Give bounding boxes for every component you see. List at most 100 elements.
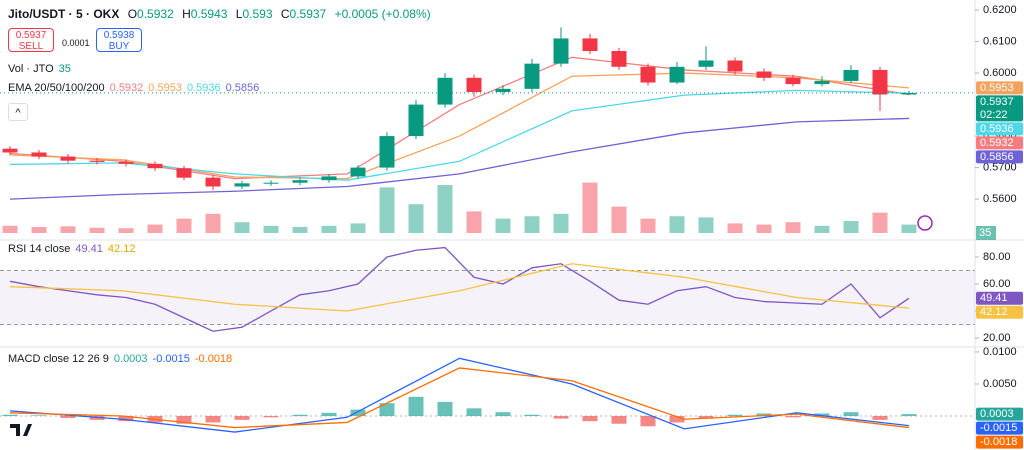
volume-bar (901, 224, 917, 233)
volume-bar (118, 228, 134, 233)
sell-button[interactable]: 0.5937 SELL (8, 28, 54, 52)
candle-body (698, 60, 714, 67)
volume-bar (640, 218, 656, 233)
l-label: L (235, 7, 243, 21)
price-badge-label: -0.0015 (980, 422, 1017, 434)
buy-price: 0.5938 (103, 30, 135, 41)
histogram-bar (466, 408, 482, 417)
volume-bar (292, 227, 308, 233)
price-badge-label: 49.41 (980, 292, 1008, 304)
histogram-bar (611, 416, 627, 424)
histogram-bar (350, 409, 366, 417)
volume-bar (2, 225, 18, 233)
o-value: 0.5932 (137, 7, 174, 21)
rsi-ma-value: 42.12 (107, 243, 136, 255)
spread: 0.0001 (62, 38, 90, 48)
candle-body (89, 160, 105, 162)
candle-body (147, 163, 163, 169)
y-tick-label: 0.0100 (983, 346, 1017, 358)
y-tick-label: 0.6200 (983, 4, 1017, 16)
volume-bar (89, 227, 105, 233)
macd-value: -0.0015 (152, 353, 190, 365)
candle-body (669, 66, 685, 83)
histogram-bar (234, 416, 250, 420)
histogram-bar (785, 416, 801, 418)
volume-bar (727, 223, 743, 233)
indicator-line (9, 246, 910, 332)
candle-body (756, 71, 772, 78)
volume-bar (582, 182, 598, 233)
price-badge (976, 407, 1023, 421)
volume-bar (698, 217, 714, 233)
indicator-line (9, 263, 910, 312)
candle-body (785, 77, 801, 85)
candle-body (234, 183, 250, 187)
histogram-bar (524, 414, 540, 417)
histogram-bar (31, 415, 47, 417)
volume-bar (785, 222, 801, 233)
histogram-bar (698, 416, 714, 419)
histogram-bar (379, 403, 395, 417)
price-badge-label: -0.0018 (980, 436, 1017, 448)
volume-bar (321, 225, 337, 233)
volume-bar (176, 218, 192, 233)
ema-value: 0.5856 (225, 82, 260, 94)
histogram-bar (2, 414, 18, 417)
ema-value: 0.5936 (186, 82, 221, 94)
price-badge (976, 136, 1023, 150)
symbol[interactable]: Jito/USDT · 5 · OKX (8, 7, 120, 21)
sell-label: SELL (18, 41, 44, 52)
volume-bar (524, 216, 540, 233)
y-tick-label: 0.5700 (983, 161, 1017, 173)
candle-body (60, 156, 76, 161)
volume-bar (437, 185, 453, 233)
candle-body (640, 66, 656, 83)
histogram-bar (843, 412, 859, 417)
volume-bar (31, 227, 47, 233)
l-value: 0.593 (242, 7, 273, 21)
macd-title: MACD close 12 26 9 (8, 353, 109, 365)
buy-button[interactable]: 0.5938 BUY (96, 28, 142, 52)
histogram-bar (292, 414, 308, 417)
candle-body (31, 152, 47, 157)
ema-legend: EMA 20/50/100/200 0.5932 0.5953 0.5936 0.585… (8, 82, 264, 94)
histogram-bar (553, 416, 569, 419)
h-value: 0.5943 (190, 7, 228, 21)
volume-bar (147, 224, 163, 233)
volume-bar (495, 218, 511, 233)
candle-body (814, 80, 830, 85)
y-tick-label: 80.00 (983, 251, 1011, 263)
candle-body (524, 63, 540, 89)
volume-bar (263, 225, 279, 233)
candle-body (176, 168, 192, 178)
volume-bar (379, 187, 395, 233)
rsi-legend: RSI 14 close 49.41 42.12 (8, 243, 140, 255)
candle-body (379, 136, 395, 168)
price-badge-label: 0.5937 (980, 96, 1014, 108)
price-badge (976, 291, 1023, 305)
ema-value: 0.5932 (109, 82, 144, 94)
candle-body (321, 176, 337, 181)
logo (10, 424, 32, 436)
histogram-bar (263, 416, 279, 418)
hist-value: 0.0003 (113, 353, 148, 365)
price-badge (976, 95, 1023, 122)
histogram-bar (756, 413, 772, 417)
volume-bar (872, 212, 888, 233)
histogram-bar (176, 416, 192, 424)
candle-body (727, 60, 743, 72)
price-badge-label: 42.12 (980, 306, 1008, 318)
collapse-button[interactable]: ^ (8, 103, 28, 121)
candle-body (872, 69, 888, 95)
indicator-line (9, 117, 910, 200)
volume-value: 35 (58, 63, 71, 75)
sell-price: 0.5937 (15, 30, 47, 41)
y-tick-label: 0.6000 (983, 67, 1017, 79)
candle-body (205, 177, 221, 187)
y-tick-label: 0.5600 (983, 193, 1017, 205)
change: +0.0005 (+0.08%) (334, 7, 431, 21)
histogram-bar (205, 416, 221, 423)
rsi-value: 49.41 (75, 243, 103, 255)
